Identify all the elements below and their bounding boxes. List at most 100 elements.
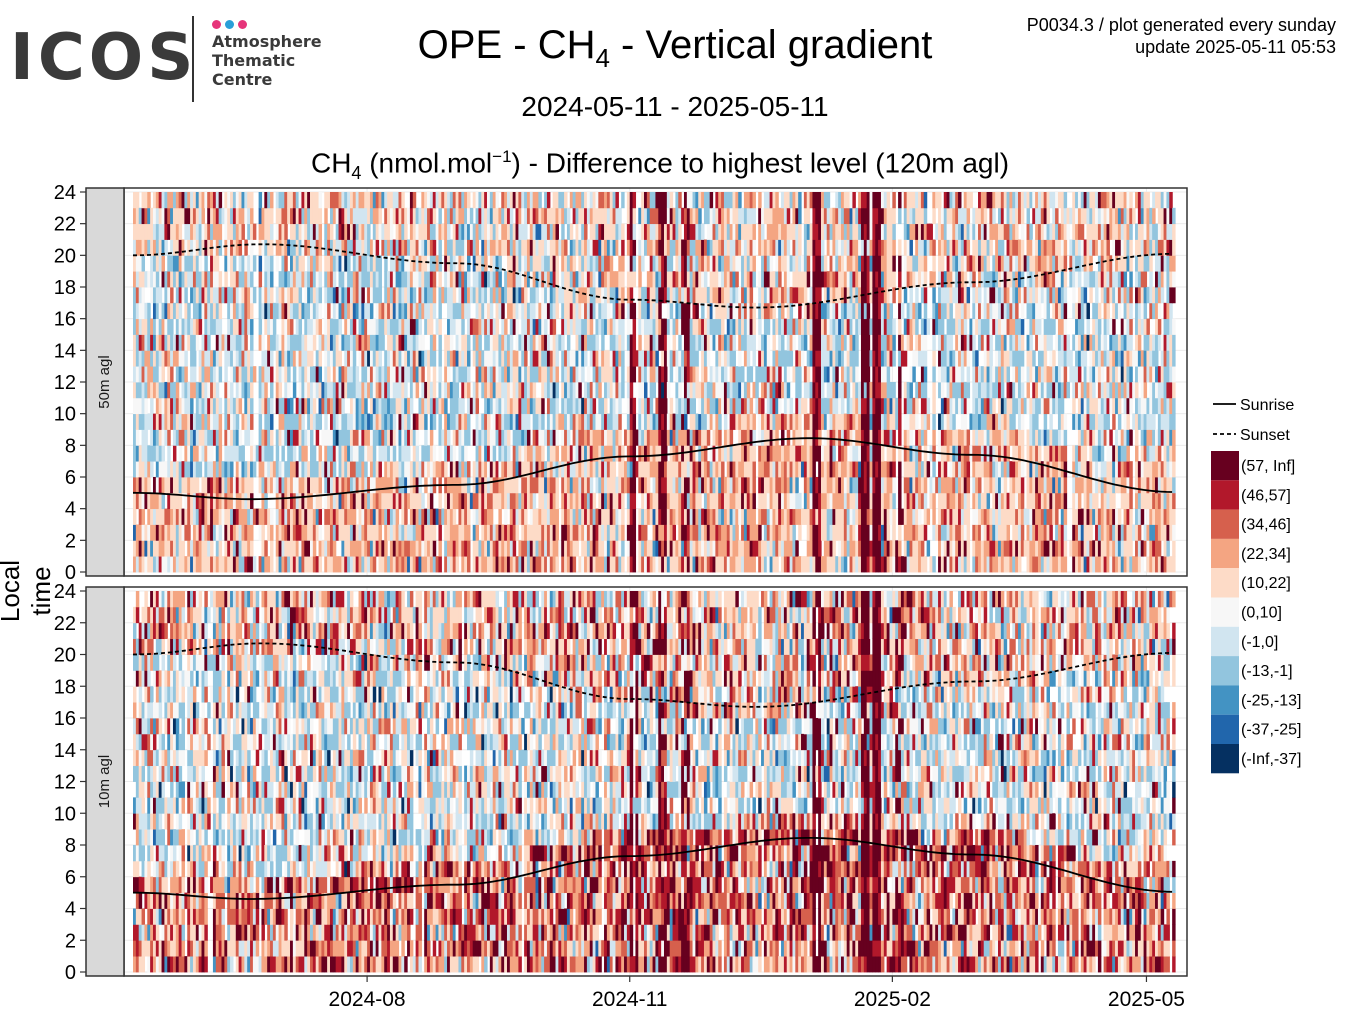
heatmap-cell <box>566 461 571 478</box>
heatmap-cell <box>743 239 748 256</box>
heatmap-cell <box>295 318 300 335</box>
heatmap-cell <box>584 492 588 510</box>
heatmap-cell <box>598 271 602 288</box>
heatmap-cell <box>144 271 148 288</box>
heatmap-cell <box>201 556 205 573</box>
heatmap-cell <box>395 207 400 225</box>
heatmap-cell <box>504 366 508 383</box>
heatmap-cell <box>621 492 625 510</box>
heatmap-cell <box>361 477 365 494</box>
heatmap-cell <box>686 508 691 525</box>
heatmap-cell <box>210 397 214 415</box>
heatmap-cell <box>781 524 785 541</box>
heatmap-cell <box>407 366 411 383</box>
heatmap-cell <box>152 318 157 335</box>
heatmap-cell <box>215 508 220 525</box>
heatmap-cell <box>675 477 679 494</box>
heatmap-cell <box>464 271 468 288</box>
heatmap-cell <box>681 287 685 304</box>
heatmap-cell <box>215 318 220 335</box>
heatmap-cell <box>215 255 220 272</box>
heatmap-cell <box>478 461 482 478</box>
heatmap-cell <box>484 302 488 320</box>
heatmap-cell <box>298 397 303 415</box>
heatmap-cell <box>358 302 362 320</box>
heatmap-cell <box>544 287 548 304</box>
heatmap-cell <box>312 413 317 430</box>
heatmap-cell <box>481 429 485 446</box>
heatmap-cell <box>467 508 471 525</box>
heatmap-cell <box>175 318 180 335</box>
heatmap-cell <box>781 413 785 430</box>
heatmap-cell <box>601 429 605 446</box>
heatmap-cell <box>592 334 597 351</box>
heatmap-cell <box>338 350 342 367</box>
heatmap-cell <box>207 492 211 510</box>
heatmap-cell <box>486 429 491 446</box>
heatmap-cell <box>458 255 462 272</box>
heatmap-cell <box>369 255 374 272</box>
heatmap-cell <box>726 397 731 415</box>
heatmap-cell <box>581 318 585 335</box>
heatmap-cell <box>141 271 146 288</box>
heatmap-cell <box>741 302 745 320</box>
heatmap-cell <box>644 366 648 383</box>
heatmap-cell <box>701 271 705 288</box>
heatmap-cell <box>352 334 357 351</box>
heatmap-cell <box>144 477 148 494</box>
heatmap-cell <box>338 366 342 383</box>
heatmap-cell <box>552 350 557 367</box>
heatmap-cell <box>775 223 779 240</box>
heatmap-cell <box>361 540 365 557</box>
heatmap-cell <box>404 540 408 557</box>
heatmap-cell <box>584 207 588 225</box>
heatmap-cell <box>187 445 191 462</box>
heatmap-cell <box>327 445 331 462</box>
heatmap-cell <box>224 223 228 240</box>
heatmap-cell <box>606 477 611 494</box>
heatmap-cell <box>649 302 654 320</box>
heatmap-cell <box>432 461 437 478</box>
heatmap-cell <box>723 413 728 430</box>
heatmap-cell <box>544 524 548 541</box>
heatmap-cell <box>781 192 785 209</box>
heatmap-cell <box>721 223 725 240</box>
heatmap-cell <box>407 287 411 304</box>
heatmap-cell <box>606 445 611 462</box>
heatmap-cell <box>361 271 365 288</box>
heatmap-cell <box>395 302 400 320</box>
heatmap-cell <box>604 492 608 510</box>
heatmap-cell <box>572 239 577 256</box>
heatmap-cell <box>609 461 614 478</box>
heatmap-cell <box>592 540 597 557</box>
heatmap-cell <box>309 287 314 304</box>
heatmap-cell <box>324 334 328 351</box>
heatmap-cell <box>190 255 194 272</box>
heatmap-cell <box>207 287 211 304</box>
heatmap-cell <box>775 461 779 478</box>
heatmap-cell <box>672 271 677 288</box>
heatmap-cell <box>652 508 657 525</box>
heatmap-cell <box>201 302 205 320</box>
heatmap-cell <box>775 207 779 225</box>
heatmap-cell <box>601 461 605 478</box>
heatmap-cell <box>224 239 228 256</box>
heatmap-cell <box>644 429 648 446</box>
heatmap-cell <box>198 382 203 399</box>
heatmap-cell <box>498 397 502 415</box>
heatmap-cell <box>210 255 214 272</box>
heatmap-cell <box>347 508 351 525</box>
heatmap-cell <box>561 445 565 462</box>
heatmap-cell <box>387 461 391 478</box>
heatmap-cell <box>735 287 739 304</box>
heatmap-cell <box>761 556 765 573</box>
heatmap-cell <box>609 192 614 209</box>
heatmap-cell <box>321 397 325 415</box>
heatmap-cell <box>629 302 634 320</box>
heatmap-cell <box>721 397 725 415</box>
heatmap-cell <box>586 382 591 399</box>
heatmap-cell <box>718 540 722 557</box>
heatmap-cell <box>632 397 637 415</box>
heatmap-cell <box>212 207 217 225</box>
heatmap-cell <box>175 429 180 446</box>
